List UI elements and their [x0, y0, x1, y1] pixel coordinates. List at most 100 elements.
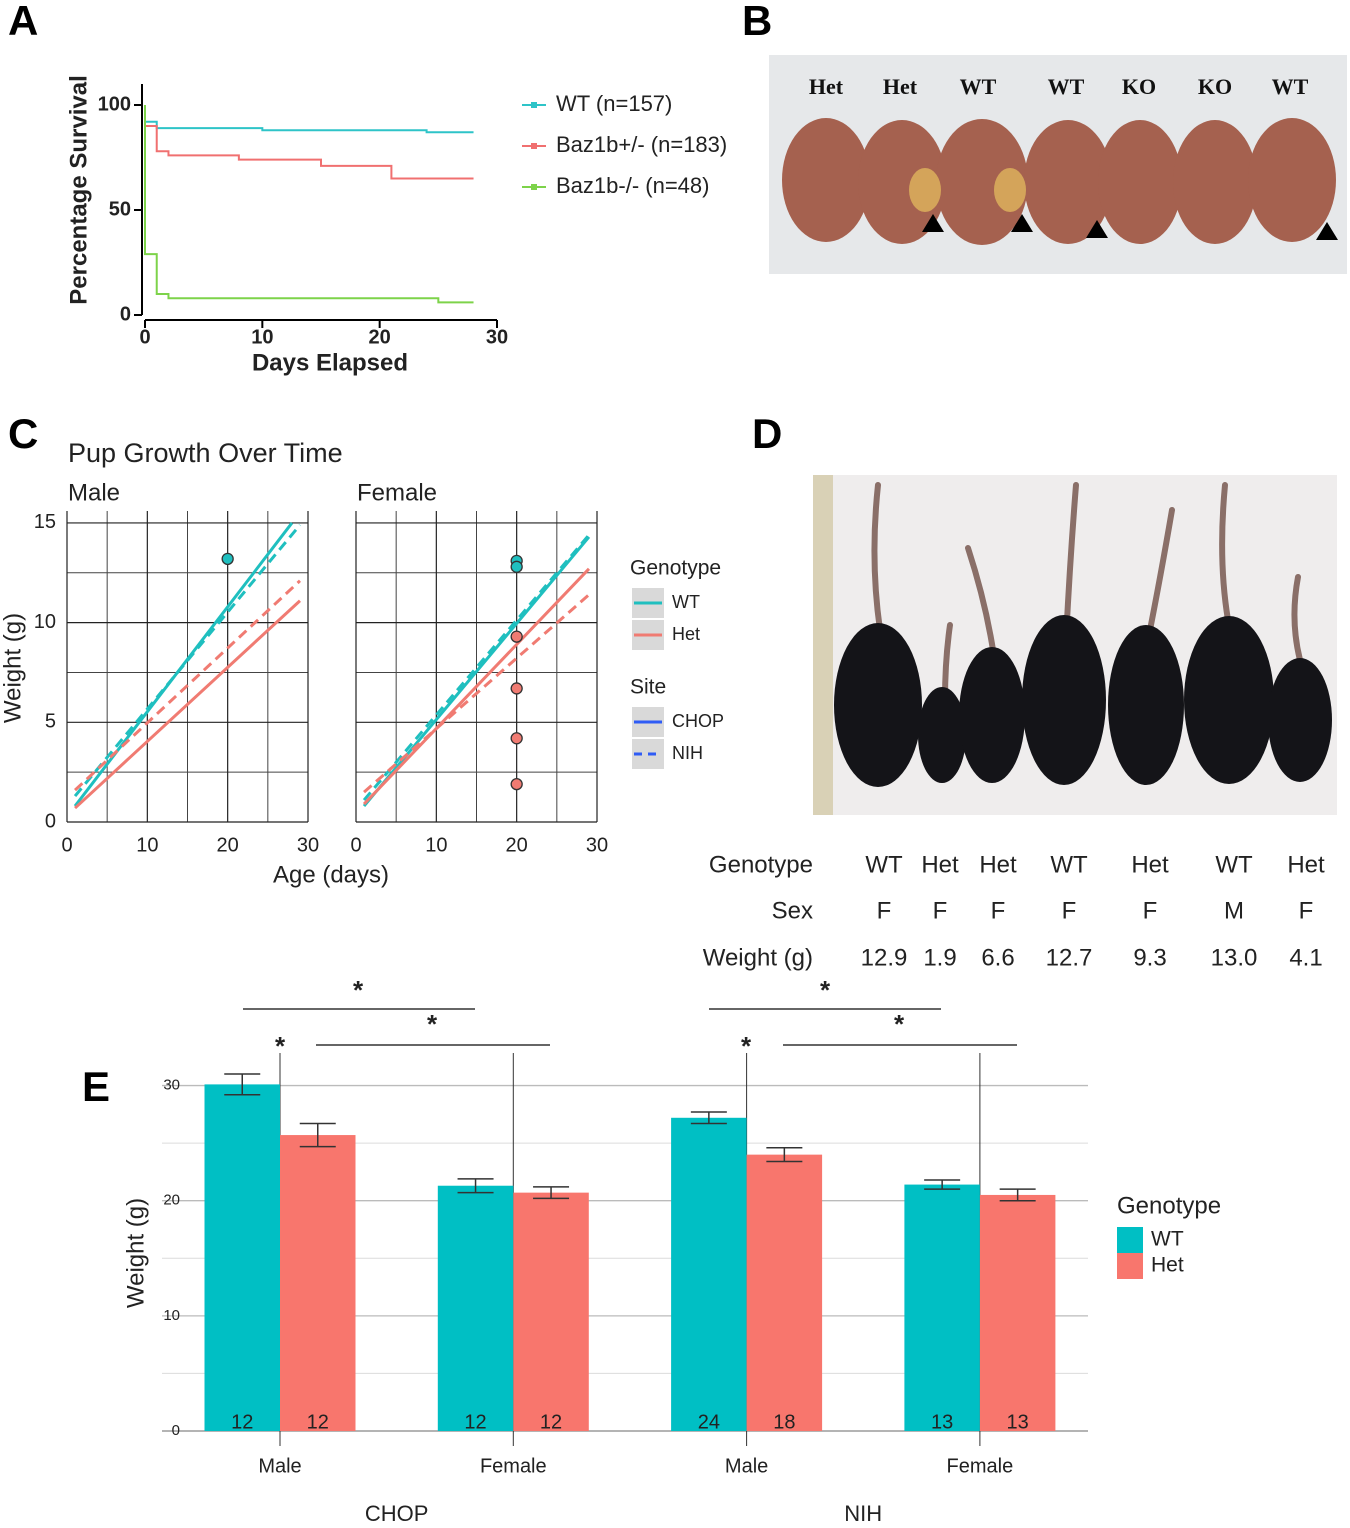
x-tick-label: 10 [136, 834, 158, 856]
y-tick-label: 0 [120, 303, 131, 325]
x-tick-label: 20 [217, 834, 239, 856]
regression-line [363, 593, 590, 794]
table-row-label: Sex [772, 897, 813, 924]
legend-swatch [1117, 1227, 1143, 1253]
table-cell: 12.9 [861, 944, 908, 971]
data-point [510, 777, 523, 791]
bar [904, 1184, 980, 1431]
regression-line [74, 599, 301, 810]
x-axis-label: Days Elapsed [252, 349, 408, 376]
bar [437, 1185, 514, 1431]
bar [979, 1194, 1056, 1431]
significance-star: * [820, 975, 831, 1005]
legend-label: WT [1151, 1228, 1184, 1251]
legend-title: Site [630, 676, 666, 699]
table-cell: F [1143, 897, 1158, 924]
data-point [510, 682, 523, 695]
significance-star: * [275, 1031, 286, 1061]
pup-label: WT [1048, 74, 1085, 99]
y-tick-label: 15 [34, 511, 56, 533]
x-tick-label: 20 [369, 326, 391, 348]
table-cell: Het [1287, 851, 1325, 878]
legend-marker [531, 184, 537, 190]
legend-label: Baz1b+/- (n=183) [556, 132, 727, 157]
chart-title: Pup Growth Over Time [68, 438, 343, 468]
table-cell: F [933, 897, 948, 924]
group-label: CHOP [365, 1501, 429, 1526]
y-tick-label: 10 [34, 611, 56, 633]
panel-label: B [742, 0, 772, 44]
error-bar [690, 1111, 727, 1125]
x-tick-label: 10 [251, 326, 273, 348]
y-tick-label: 5 [45, 711, 56, 733]
error-bar [999, 1188, 1036, 1202]
regression-line [362, 533, 591, 802]
facet-title: Female [357, 479, 437, 506]
n-label: 24 [698, 1411, 720, 1433]
pup-label: Het [809, 74, 844, 99]
data-point [510, 732, 523, 745]
pup-label: WT [1272, 74, 1309, 99]
significance-star: * [427, 1009, 438, 1039]
table-cell: Het [979, 851, 1017, 878]
bar [671, 1117, 747, 1431]
legend-marker [531, 143, 537, 149]
table-cell: F [877, 897, 892, 924]
y-tick-label: 0 [45, 810, 56, 832]
pup-label: WT [960, 74, 997, 99]
table-cell: F [991, 897, 1006, 924]
error-bar [457, 1178, 494, 1194]
y-axis-label: Weight (g) [0, 613, 26, 723]
legend-label: WT [672, 592, 700, 612]
error-bar [299, 1122, 336, 1148]
legend-label: CHOP [672, 711, 724, 731]
x-tick-label: 30 [297, 834, 319, 856]
error-bar [924, 1179, 961, 1190]
x-tick-label: 0 [61, 834, 72, 856]
table-cell: 4.1 [1289, 944, 1322, 971]
pup-label: KO [1122, 74, 1156, 99]
regression-line [362, 567, 591, 806]
group-label: NIH [844, 1501, 882, 1526]
photo-mice [813, 475, 1337, 815]
legend-label: NIH [672, 743, 703, 763]
n-label: 13 [1007, 1411, 1029, 1433]
x-tick-label: Female [947, 1455, 1014, 1477]
table-cell: Het [921, 851, 959, 878]
error-bar [766, 1146, 803, 1163]
significance-star: * [741, 1031, 752, 1061]
facet-title: Male [68, 479, 120, 506]
error-bar [533, 1186, 570, 1200]
x-tick-label: 0 [350, 834, 361, 856]
table-cell: WT [1050, 851, 1088, 878]
bar [204, 1084, 280, 1431]
legend-label: WT (n=157) [556, 91, 672, 116]
x-tick-label: 0 [139, 326, 150, 348]
y-tick-label: 50 [109, 198, 131, 220]
significance-star: * [353, 975, 364, 1005]
legend-swatch [1117, 1253, 1143, 1279]
y-tick-label: 100 [98, 93, 131, 115]
y-tick-label: 30 [163, 1077, 180, 1094]
n-label: 12 [464, 1411, 486, 1433]
significance-star: * [894, 1009, 905, 1039]
data-point [221, 552, 234, 565]
table-cell: WT [1215, 851, 1253, 878]
n-label: 12 [307, 1411, 329, 1433]
table-cell: 13.0 [1211, 944, 1258, 971]
error-bar [224, 1073, 261, 1096]
table-cell: 9.3 [1133, 944, 1166, 971]
y-tick-label: 0 [172, 1422, 180, 1439]
x-tick-label: Male [725, 1455, 768, 1477]
regression-line [73, 523, 302, 798]
panel-label: C [8, 410, 38, 457]
bar [513, 1192, 589, 1431]
x-tick-label: Female [480, 1455, 547, 1477]
legend-label: Het [1151, 1254, 1184, 1277]
data-point [510, 560, 523, 573]
table-row-label: Weight (g) [703, 944, 813, 971]
table-cell: M [1224, 897, 1244, 924]
legend-marker [531, 102, 537, 108]
legend-title: Genotype [1117, 1192, 1221, 1219]
bar [280, 1135, 356, 1431]
